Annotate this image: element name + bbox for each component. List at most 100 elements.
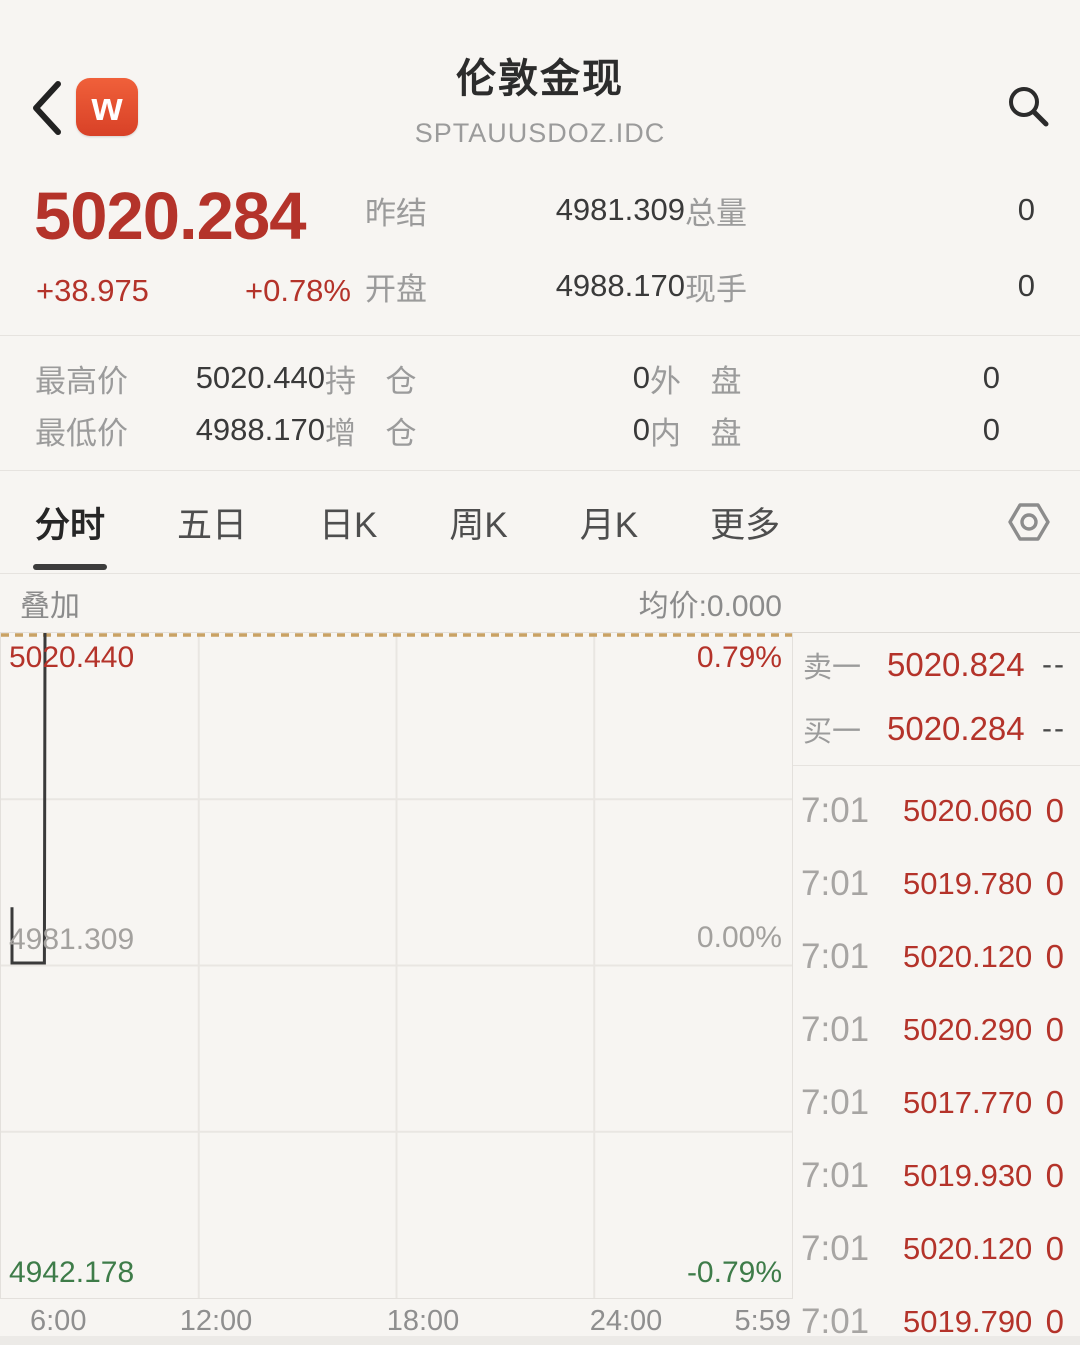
trade-price: 5019.780 <box>903 865 1033 901</box>
intraday-chart[interactable]: 5020.440 0.79% 4981.309 0.00% 4942.178 -… <box>0 632 793 1299</box>
trade-row[interactable]: 7:01 5019.930 0 <box>793 1139 1080 1212</box>
period-tab[interactable]: 周K <box>449 505 508 545</box>
bid-volume: -- <box>1042 712 1066 745</box>
outer-lots-value: 0 <box>982 360 1000 395</box>
bid-row[interactable]: 买一 5020.284 -- <box>793 697 1080 761</box>
axis-mid-price: 4981.309 <box>9 923 135 956</box>
trade-row[interactable]: 7:01 5017.770 0 <box>793 1066 1080 1139</box>
trade-time: 7:01 <box>801 1228 870 1268</box>
trade-row[interactable]: 7:01 5019.790 0 <box>793 1285 1080 1345</box>
trade-time: 7:01 <box>801 790 870 830</box>
period-tab[interactable]: 月K <box>579 505 639 545</box>
price-line <box>10 633 47 965</box>
period-tab[interactable]: 更多 <box>710 505 781 545</box>
axis-high-price: 5020.440 <box>9 641 135 674</box>
time-tick: 5:59 <box>734 1305 791 1337</box>
trade-row[interactable]: 7:01 5019.780 0 <box>793 847 1080 920</box>
trade-time: 7:01 <box>801 863 870 903</box>
trade-volume: 0 <box>1045 937 1064 975</box>
wind-app-icon[interactable]: w <box>76 78 138 136</box>
period-tab[interactable]: 分时 <box>32 473 108 572</box>
period-tabbar: 分时 五日 日K 周K 月K 更多 <box>0 471 1080 573</box>
overlay-button[interactable]: 叠加 <box>20 590 80 623</box>
search-icon <box>1009 87 1049 127</box>
back-button[interactable] <box>26 78 70 138</box>
trade-row[interactable]: 7:01 5020.120 0 <box>793 920 1080 993</box>
trade-time: 7:01 <box>801 1301 870 1341</box>
low-label: 最低价 <box>35 415 128 451</box>
period-tab[interactable]: 五日 <box>177 505 248 545</box>
current-lots-value: 0 <box>1017 268 1035 303</box>
trade-price: 5017.770 <box>903 1084 1033 1120</box>
stats-grid: 最高价 5020.440 持仓 0 外盘 0 最低价 4988.170 增仓 0… <box>0 336 1080 470</box>
prev-settle-label: 昨结 <box>365 195 427 231</box>
trade-row[interactable]: 7:01 5020.060 0 <box>793 774 1080 847</box>
chart-canvas <box>1 633 792 1298</box>
open-value: 4988.170 <box>555 268 685 303</box>
inner-lots-label: 内盘 <box>650 415 771 451</box>
ask-row[interactable]: 卖一 5020.824 -- <box>793 633 1080 697</box>
time-tick: 24:00 <box>589 1305 663 1337</box>
trade-volume: 0 <box>1045 1010 1064 1048</box>
trade-price: 5020.120 <box>903 1230 1033 1266</box>
trade-time: 7:01 <box>801 1155 870 1195</box>
axis-high-pct: 0.79% <box>696 641 782 674</box>
outer-lots-label: 外盘 <box>650 363 771 399</box>
trade-volume: 0 <box>1045 1229 1064 1267</box>
total-volume-label: 总量 <box>685 195 747 231</box>
axis-low-price: 4942.178 <box>9 1256 135 1289</box>
price-change: +38.975 <box>36 273 149 308</box>
ask-price: 5020.824 <box>887 646 1025 683</box>
bid-label: 买一 <box>803 716 862 748</box>
divider <box>0 573 1080 574</box>
time-tick: 18:00 <box>386 1305 460 1337</box>
period-tab[interactable]: 日K <box>319 505 378 545</box>
trade-price: 5020.060 <box>903 792 1033 828</box>
trade-price: 5020.290 <box>903 1011 1033 1047</box>
trade-volume: 0 <box>1045 864 1064 902</box>
axis-mid-pct: 0.00% <box>696 921 782 954</box>
oi-change-label: 增仓 <box>325 415 446 451</box>
inner-lots-value: 0 <box>982 412 1000 447</box>
open-interest-label: 持仓 <box>325 363 446 399</box>
current-lots-label: 现手 <box>685 271 747 307</box>
symbol-code: SPTAUUSDOZ.IDC <box>414 118 666 148</box>
divider <box>0 470 1080 471</box>
price-change-pct: +0.78% <box>244 273 351 308</box>
trade-price: 5020.120 <box>903 938 1033 974</box>
chart-settings-button[interactable] <box>1006 499 1052 545</box>
time-tick: 6:00 <box>30 1305 87 1337</box>
total-volume-value: 0 <box>1017 192 1035 227</box>
page-title: 伦敦金现 <box>456 57 624 101</box>
chevron-left-icon <box>33 81 61 135</box>
low-value: 4988.170 <box>195 412 325 447</box>
settings-hexagon-icon <box>1008 503 1050 541</box>
last-price: 5020.284 <box>34 179 306 254</box>
divider <box>0 335 1080 336</box>
trade-list: 7:01 5020.060 0 7:01 5019.780 0 7:01 502… <box>793 766 1080 1345</box>
trade-price: 5019.930 <box>903 1157 1033 1193</box>
trade-time: 7:01 <box>801 936 870 976</box>
high-label: 最高价 <box>35 363 128 399</box>
trade-time: 7:01 <box>801 1009 870 1049</box>
bottom-strip <box>0 1336 1080 1345</box>
divider <box>793 765 1080 766</box>
quote-summary: 5020.284 +38.975 +0.78% 昨结 4981.309 总量 0… <box>0 170 1080 335</box>
trade-row[interactable]: 7:01 5020.290 0 <box>793 993 1080 1066</box>
axis-low-pct: -0.79% <box>686 1256 782 1289</box>
open-label: 开盘 <box>365 271 427 307</box>
ask-volume: -- <box>1042 648 1066 681</box>
prev-settle-value: 4981.309 <box>555 192 685 227</box>
search-button[interactable] <box>1004 82 1052 130</box>
trade-volume: 0 <box>1045 1156 1064 1194</box>
trade-row[interactable]: 7:01 5020.120 0 <box>793 1212 1080 1285</box>
trade-volume: 0 <box>1045 791 1064 829</box>
time-tick: 12:00 <box>179 1305 253 1337</box>
header: w 伦敦金现 SPTAUUSDOZ.IDC <box>0 0 1080 170</box>
oi-change-value: 0 <box>632 412 650 447</box>
avg-price-label: 均价:0.000 <box>638 590 782 623</box>
open-interest-value: 0 <box>632 360 650 395</box>
trade-time: 7:01 <box>801 1082 870 1122</box>
order-book-panel: 卖一 5020.824 -- 买一 5020.284 -- 7:01 5020.… <box>793 632 1080 1345</box>
high-value: 5020.440 <box>195 360 325 395</box>
